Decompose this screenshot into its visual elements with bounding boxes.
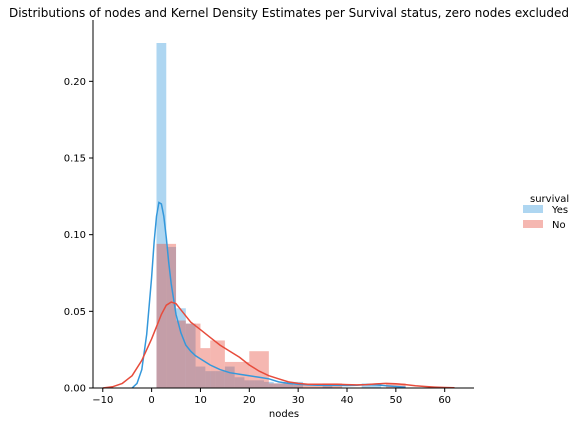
legend-title: survival [530,194,569,205]
x-tick-label: 60 [438,395,451,406]
x-tick-label: 0 [148,395,154,406]
y-tick-label: 0.10 [64,230,86,241]
legend-swatch-yes [523,205,543,213]
y-tick-label: 0.05 [64,307,86,318]
histogram-bar-no-2 [186,324,201,388]
legend-swatch-no [523,220,543,228]
kde-line-no [103,302,455,388]
x-tick-label: 50 [389,395,402,406]
x-tick-label: 30 [292,395,305,406]
axes: −10 0 10 20 30 40 50 60 0.00 0.05 0.10 0.15 0.20 [64,20,474,406]
legend-label-no: No [552,220,566,231]
x-axis-label: nodes [269,409,299,420]
x-tick-label: −10 [92,395,113,406]
chart-title: Distributions of nodes and Kernel Densit… [9,6,569,20]
histogram-bar-no-3 [200,348,210,388]
histogram-bar-no-6 [249,351,269,388]
y-tick-label: 0.20 [64,77,86,88]
legend: survival Yes No [523,194,569,231]
legend-label-yes: Yes [551,205,568,216]
x-tick-label: 20 [243,395,256,406]
histogram-bar-no-0 [157,244,177,388]
y-tick-label: 0.15 [64,154,86,165]
x-tick-label: 10 [194,395,207,406]
y-tick-label: 0.00 [64,384,86,395]
plot-area [103,43,455,388]
x-tick-label: 40 [341,395,354,406]
